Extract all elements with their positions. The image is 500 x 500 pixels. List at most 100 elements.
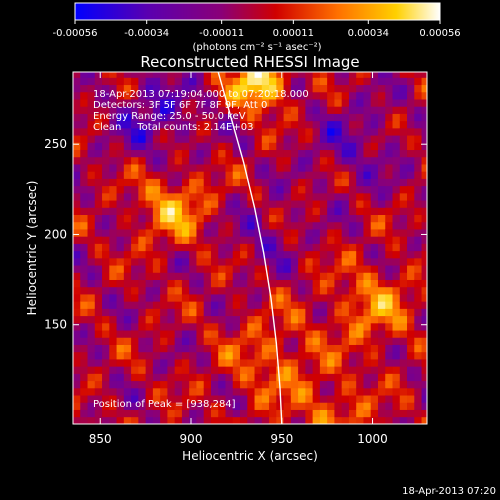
heatmap-cell bbox=[203, 416, 212, 424]
heatmap-cell bbox=[392, 135, 401, 143]
heatmap-cell bbox=[247, 409, 255, 418]
heatmap-cell bbox=[319, 91, 328, 100]
heatmap-cell bbox=[269, 366, 277, 374]
heatmap-cell bbox=[261, 409, 270, 418]
heatmap-cell bbox=[269, 185, 277, 194]
heatmap-cell bbox=[348, 344, 357, 353]
heatmap-cell bbox=[421, 294, 427, 302]
heatmap-cell bbox=[73, 178, 81, 187]
heatmap-cell bbox=[319, 135, 328, 143]
heatmap-cell bbox=[174, 373, 183, 382]
heatmap-cell bbox=[319, 344, 328, 353]
heatmap-cell bbox=[312, 142, 321, 151]
heatmap-cell bbox=[414, 279, 422, 288]
heatmap-cell bbox=[385, 294, 393, 302]
heatmap-cell bbox=[370, 106, 379, 114]
heatmap-cell bbox=[269, 265, 277, 273]
heatmap-cell bbox=[290, 91, 299, 100]
heatmap-cell bbox=[247, 99, 255, 107]
heatmap-cell bbox=[80, 301, 88, 309]
heatmap-cell bbox=[123, 243, 132, 252]
heatmap-cell bbox=[392, 99, 401, 107]
heatmap-cell bbox=[225, 243, 234, 252]
heatmap-cell bbox=[341, 236, 350, 244]
heatmap-cell bbox=[102, 142, 110, 151]
heatmap-cell bbox=[385, 359, 393, 367]
heatmap-cell bbox=[152, 192, 161, 201]
heatmap-cell bbox=[341, 344, 350, 353]
heatmap-cell bbox=[189, 127, 197, 136]
heatmap-cell bbox=[123, 185, 132, 194]
heatmap-cell bbox=[276, 99, 284, 107]
heatmap-cell bbox=[109, 72, 117, 78]
heatmap-cell bbox=[145, 315, 154, 324]
heatmap-cell bbox=[160, 149, 168, 158]
heatmap-cell bbox=[131, 250, 139, 259]
heatmap-cell bbox=[232, 200, 241, 208]
heatmap-cell bbox=[414, 142, 422, 151]
heatmap-cell bbox=[196, 84, 205, 93]
heatmap-cell bbox=[225, 416, 234, 424]
heatmap-cell bbox=[377, 135, 386, 143]
heatmap-cell bbox=[327, 99, 335, 107]
heatmap-cell bbox=[225, 337, 234, 345]
heatmap-cell bbox=[145, 135, 154, 143]
heatmap-cell bbox=[392, 214, 401, 223]
heatmap-cell bbox=[421, 120, 427, 129]
heatmap-cell bbox=[94, 221, 103, 230]
heatmap-cell bbox=[356, 171, 364, 179]
heatmap-cell bbox=[225, 135, 234, 143]
heatmap-cell bbox=[399, 279, 408, 288]
heatmap-cell bbox=[73, 279, 81, 288]
heatmap-cell bbox=[341, 171, 350, 179]
heatmap-cell bbox=[174, 387, 183, 396]
heatmap-cell bbox=[203, 359, 212, 367]
heatmap-cell bbox=[348, 127, 357, 136]
heatmap-cell bbox=[123, 106, 132, 114]
heatmap-cell bbox=[131, 243, 139, 252]
heatmap-cell bbox=[407, 257, 415, 266]
heatmap-cell bbox=[363, 127, 372, 136]
heatmap-cell bbox=[152, 344, 161, 353]
heatmap-cell bbox=[210, 308, 219, 317]
heatmap-cell bbox=[392, 178, 401, 187]
heatmap-cell bbox=[276, 330, 284, 338]
heatmap-cell bbox=[319, 171, 328, 179]
heatmap-cell bbox=[319, 294, 328, 302]
heatmap-cell bbox=[276, 207, 284, 215]
heatmap-image bbox=[73, 72, 427, 424]
heatmap-cell bbox=[196, 192, 205, 201]
heatmap-cell bbox=[298, 265, 306, 273]
heatmap-cell bbox=[414, 91, 422, 100]
heatmap-cell bbox=[94, 409, 103, 418]
heatmap-cell bbox=[109, 142, 117, 151]
heatmap-cell bbox=[407, 373, 415, 382]
heatmap-cell bbox=[319, 113, 328, 122]
heatmap-cell bbox=[421, 221, 427, 230]
heatmap-cell bbox=[334, 337, 343, 345]
heatmap-cell bbox=[73, 395, 81, 403]
heatmap-cell bbox=[421, 106, 427, 114]
heatmap-cell bbox=[261, 387, 270, 396]
heatmap-cell bbox=[283, 322, 292, 331]
heatmap-cell bbox=[203, 192, 212, 201]
heatmap-cell bbox=[377, 77, 386, 86]
heatmap-cell bbox=[87, 221, 96, 230]
heatmap-cell bbox=[247, 156, 255, 165]
heatmap-cell bbox=[240, 84, 248, 93]
heatmap-cell bbox=[312, 315, 321, 324]
heatmap-cell bbox=[145, 272, 154, 280]
heatmap-cell bbox=[290, 301, 299, 309]
heatmap-cell bbox=[290, 315, 299, 324]
heatmap-cell bbox=[276, 351, 284, 360]
heatmap-cell bbox=[109, 91, 117, 100]
heatmap-cell bbox=[196, 322, 205, 331]
heatmap-cell bbox=[196, 380, 205, 389]
heatmap-cell bbox=[414, 185, 422, 194]
heatmap-cell bbox=[370, 315, 379, 324]
heatmap-cell bbox=[123, 142, 132, 151]
heatmap-cell bbox=[73, 221, 81, 230]
heatmap-cell bbox=[319, 373, 328, 382]
heatmap-cell bbox=[73, 243, 81, 252]
heatmap-cell bbox=[290, 416, 299, 424]
